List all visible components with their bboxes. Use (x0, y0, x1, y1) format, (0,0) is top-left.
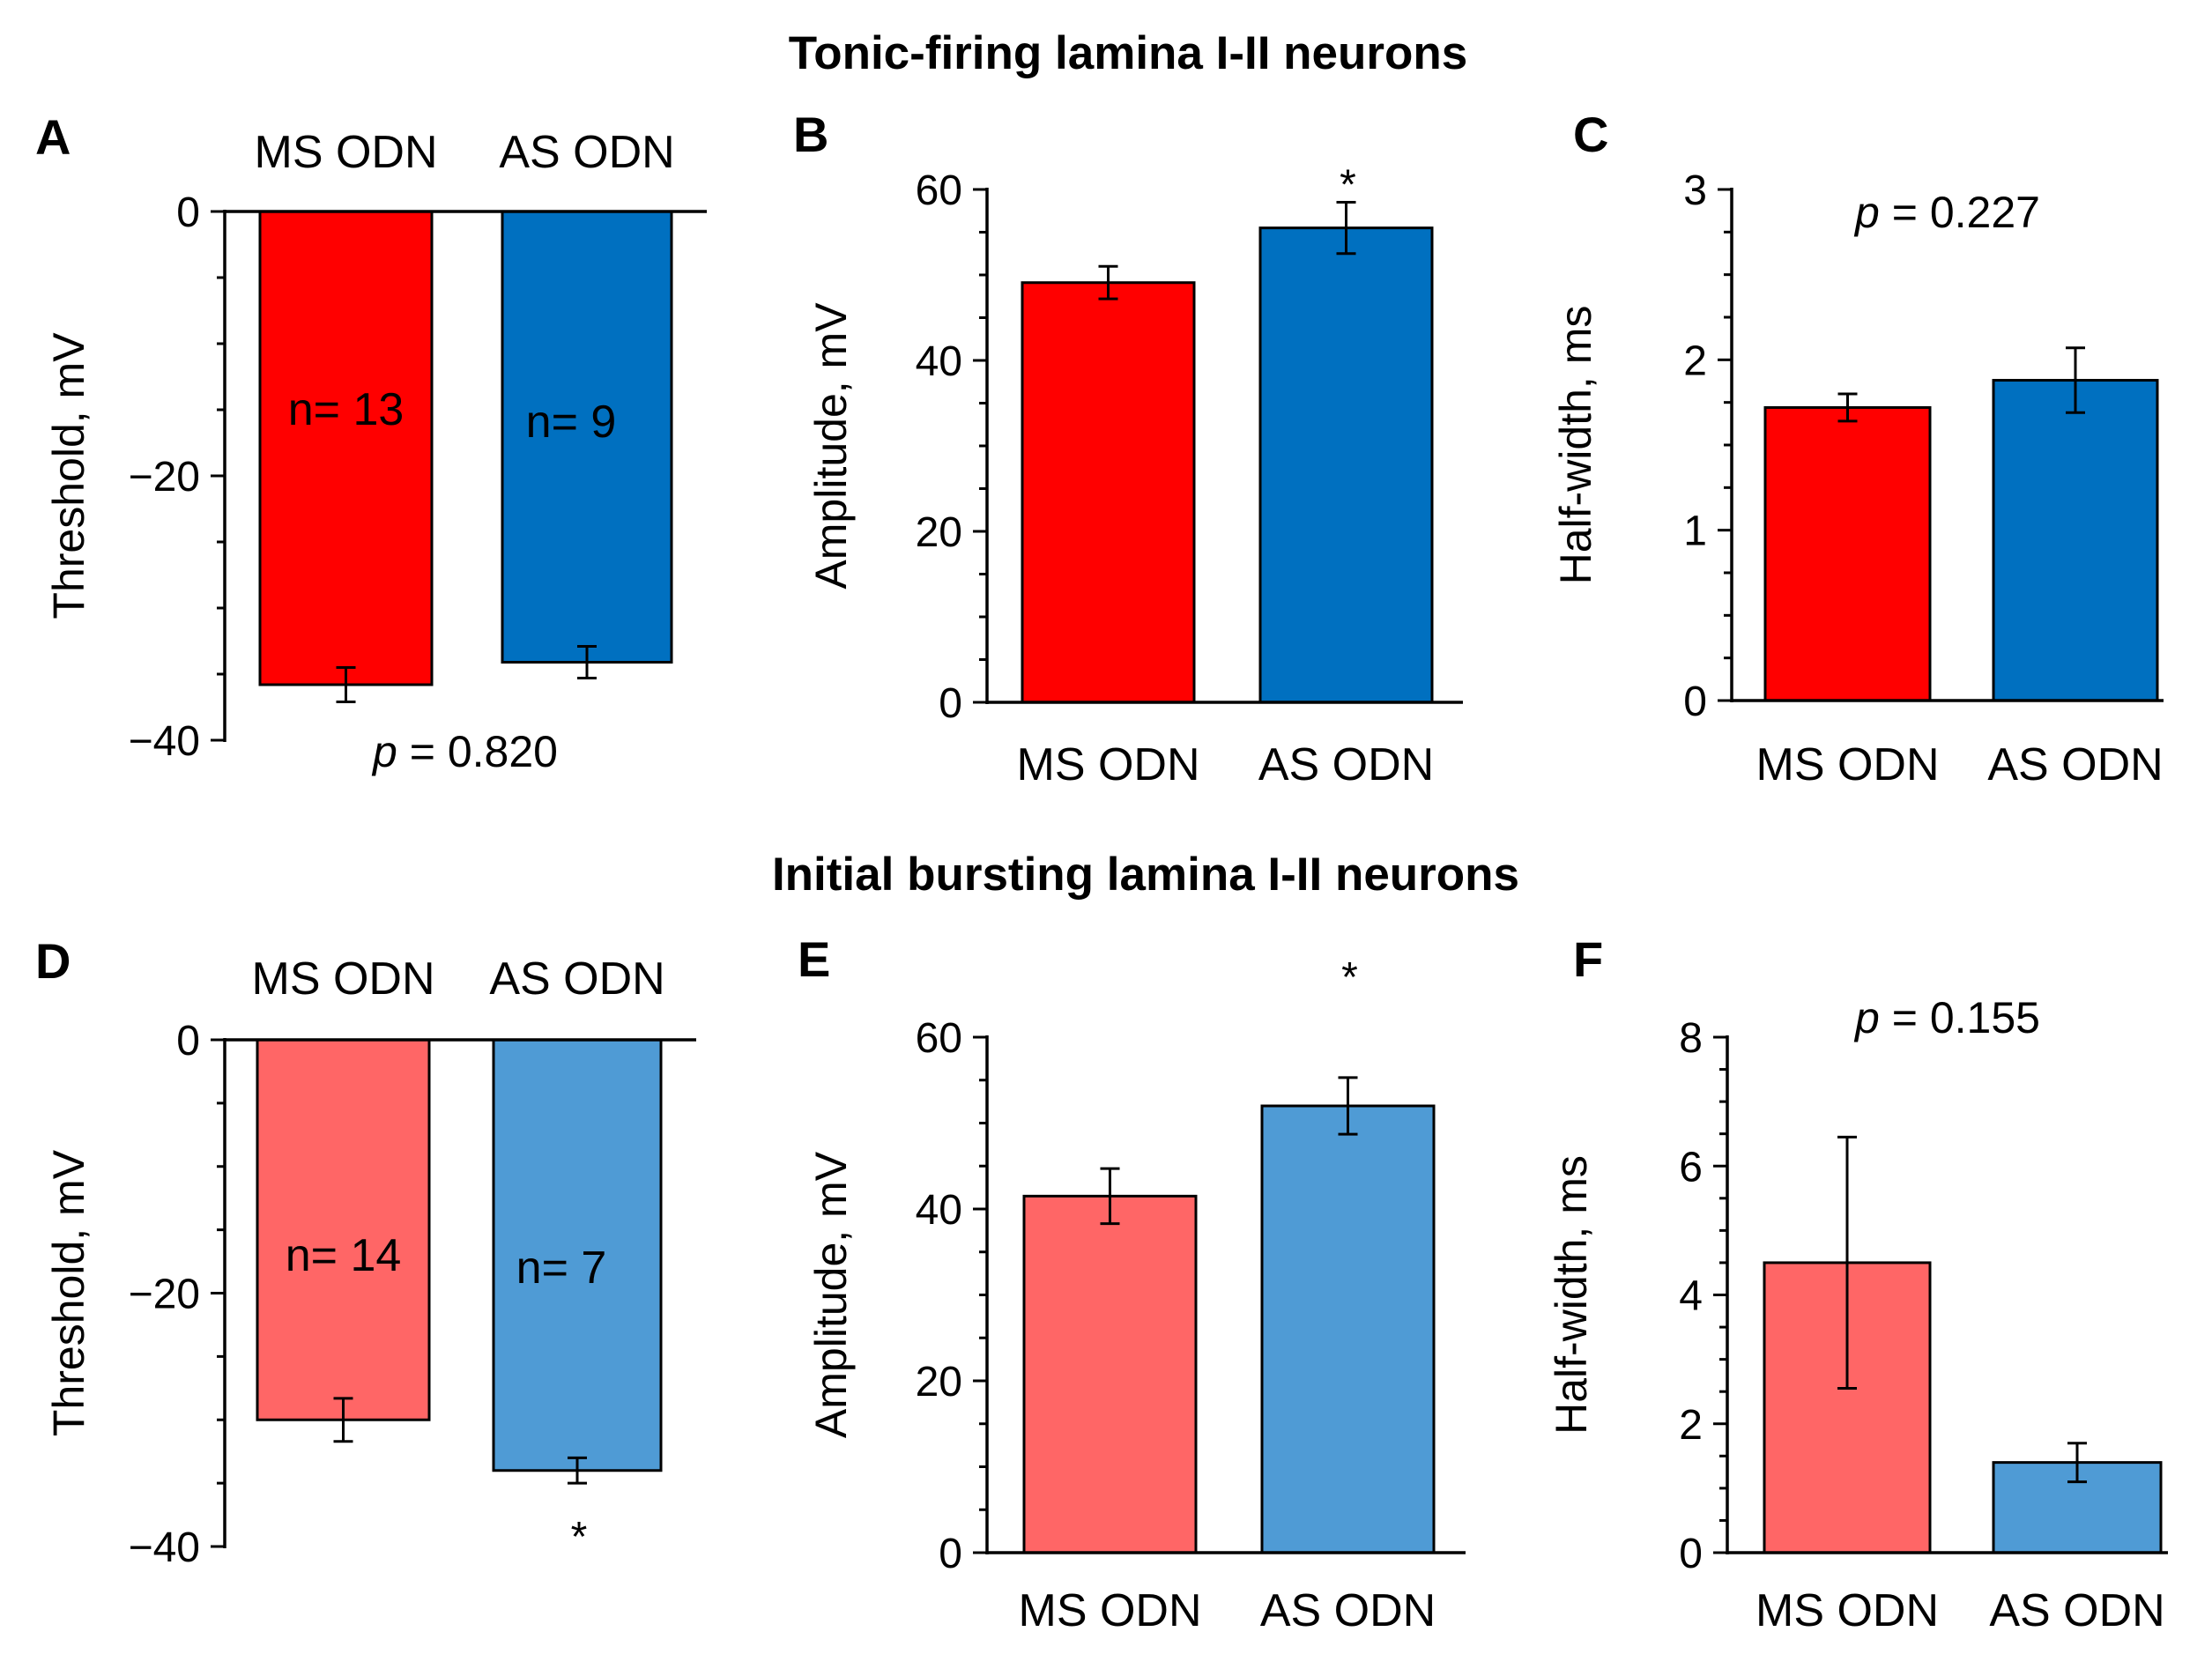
y-axis-label-d: Threshold, mV (44, 1149, 93, 1436)
y-tick-label-e: 40 (916, 1187, 962, 1234)
row-title-bursting: Initial bursting lamina I-II neurons (772, 849, 1519, 901)
y-tick-label-d: 0 (176, 1018, 200, 1064)
y-tick-label-b: 20 (916, 509, 962, 556)
panels-group: A 0 −20 −40 Threshold, mV MS ODN n= 13 AS ODN n=… (35, 107, 2168, 1636)
p-value-text: = 0.155 (1880, 993, 2040, 1042)
row-title-tonic: Tonic-firing lamina I-II neurons (789, 27, 1468, 79)
bar-d-as-odn (492, 1038, 663, 1472)
panel-b: B 0 20 40 60 Amplitude, mV MS ODN AS ODN * (793, 107, 1463, 790)
y-tick-label-d: −40 (129, 1524, 200, 1571)
panel-letter-b: B (793, 107, 828, 162)
panel-c: C 0 1 2 3 Half-width, ms MS ODN AS ODN p = 0.227 (1551, 107, 2164, 790)
p-symbol: p (1853, 993, 1880, 1042)
significance-star-d: * (571, 1514, 588, 1561)
y-tick-label-b: 60 (916, 167, 962, 214)
bar-b-as-odn (1258, 226, 1434, 704)
y-tick-label-b: 0 (939, 680, 962, 727)
y-tick-label-e: 0 (939, 1531, 962, 1577)
significance-star-e: * (1341, 954, 1358, 1001)
y-tick-label-e: 20 (916, 1359, 962, 1406)
y-tick-label-f: 2 (1679, 1402, 1703, 1449)
category-label-e: MS ODN (1019, 1585, 1202, 1636)
p-value-c: p = 0.227 (1853, 188, 2040, 237)
category-label-e: AS ODN (1260, 1585, 1436, 1636)
panel-e: E 0 20 40 60 Amplitude, mV MS ODN AS ODN * (798, 931, 1466, 1636)
y-tick-label-c: 1 (1683, 508, 1707, 555)
significance-star-b: * (1340, 162, 1356, 209)
panel-a: A 0 −20 −40 Threshold, mV MS ODN n= 13 AS ODN n=… (35, 109, 707, 776)
bar-e-ms-odn (1022, 1194, 1198, 1554)
p-symbol: p (371, 727, 397, 776)
panel-f: F 0 2 4 6 8 Half-width, ms MS ODN AS ODN p = 0.15… (1547, 931, 2168, 1636)
y-axis-label-f: Half-width, ms (1547, 1155, 1596, 1435)
p-value-a: p = 0.820 (371, 727, 558, 776)
category-label-c: AS ODN (1987, 739, 2163, 790)
category-label-d: MS ODN (252, 953, 435, 1005)
category-label-f: MS ODN (1755, 1585, 1939, 1636)
bar-a-ms-odn (258, 210, 434, 686)
y-tick-label-e: 60 (916, 1015, 962, 1062)
bar-e-as-odn (1260, 1104, 1436, 1554)
p-value-text: = 0.820 (397, 727, 558, 776)
y-axis-label-b: Amplitude, mV (806, 302, 856, 590)
n-label-d: n= 7 (516, 1242, 607, 1294)
y-tick-label-b: 40 (916, 338, 962, 385)
y-tick-label-c: 3 (1683, 167, 1707, 214)
category-label-b: AS ODN (1258, 739, 1434, 790)
panel-letter-d: D (35, 933, 71, 989)
category-label-a: AS ODN (499, 127, 674, 178)
y-axis-label-e: Amplitude, mV (806, 1151, 856, 1438)
category-label-a: MS ODN (255, 127, 438, 178)
p-symbol: p (1853, 188, 1880, 237)
bar-c-as-odn (1992, 379, 2159, 702)
panel-d: D 0 −20 −40 Threshold, mV MS ODN n= 14 AS ODN n=… (35, 933, 696, 1571)
bar-d-ms-odn (256, 1038, 431, 1421)
bar-c-ms-odn (1763, 405, 1932, 702)
y-tick-label-c: 0 (1683, 679, 1707, 725)
n-label-a: n= 9 (526, 397, 617, 448)
category-label-b: MS ODN (1017, 739, 1200, 790)
y-tick-label-c: 2 (1683, 337, 1707, 384)
n-label-d: n= 14 (286, 1230, 402, 1281)
y-axis-label-c: Half-width, ms (1551, 306, 1600, 585)
y-tick-label-a: 0 (176, 189, 200, 236)
panel-letter-e: E (798, 931, 830, 987)
y-axis-label-a: Threshold, mV (44, 332, 93, 619)
y-tick-label-d: −20 (129, 1272, 200, 1318)
y-tick-label-f: 0 (1679, 1531, 1703, 1577)
p-value-f: p = 0.155 (1853, 993, 2040, 1042)
panel-letter-a: A (35, 109, 71, 165)
y-tick-label-f: 8 (1679, 1015, 1703, 1062)
category-label-f: AS ODN (1989, 1585, 2164, 1636)
y-tick-label-a: −20 (129, 454, 200, 501)
y-tick-label-a: −40 (129, 718, 200, 765)
y-tick-label-f: 6 (1679, 1144, 1703, 1190)
panel-letter-f: F (1573, 931, 1603, 987)
p-value-text: = 0.227 (1880, 188, 2040, 237)
y-tick-label-f: 4 (1679, 1273, 1703, 1320)
category-label-c: MS ODN (1756, 739, 1940, 790)
panel-letter-c: C (1573, 107, 1608, 162)
n-label-a: n= 13 (288, 384, 405, 435)
bar-b-ms-odn (1021, 281, 1196, 704)
category-label-d: AS ODN (489, 953, 664, 1005)
bar-a-as-odn (501, 210, 673, 664)
